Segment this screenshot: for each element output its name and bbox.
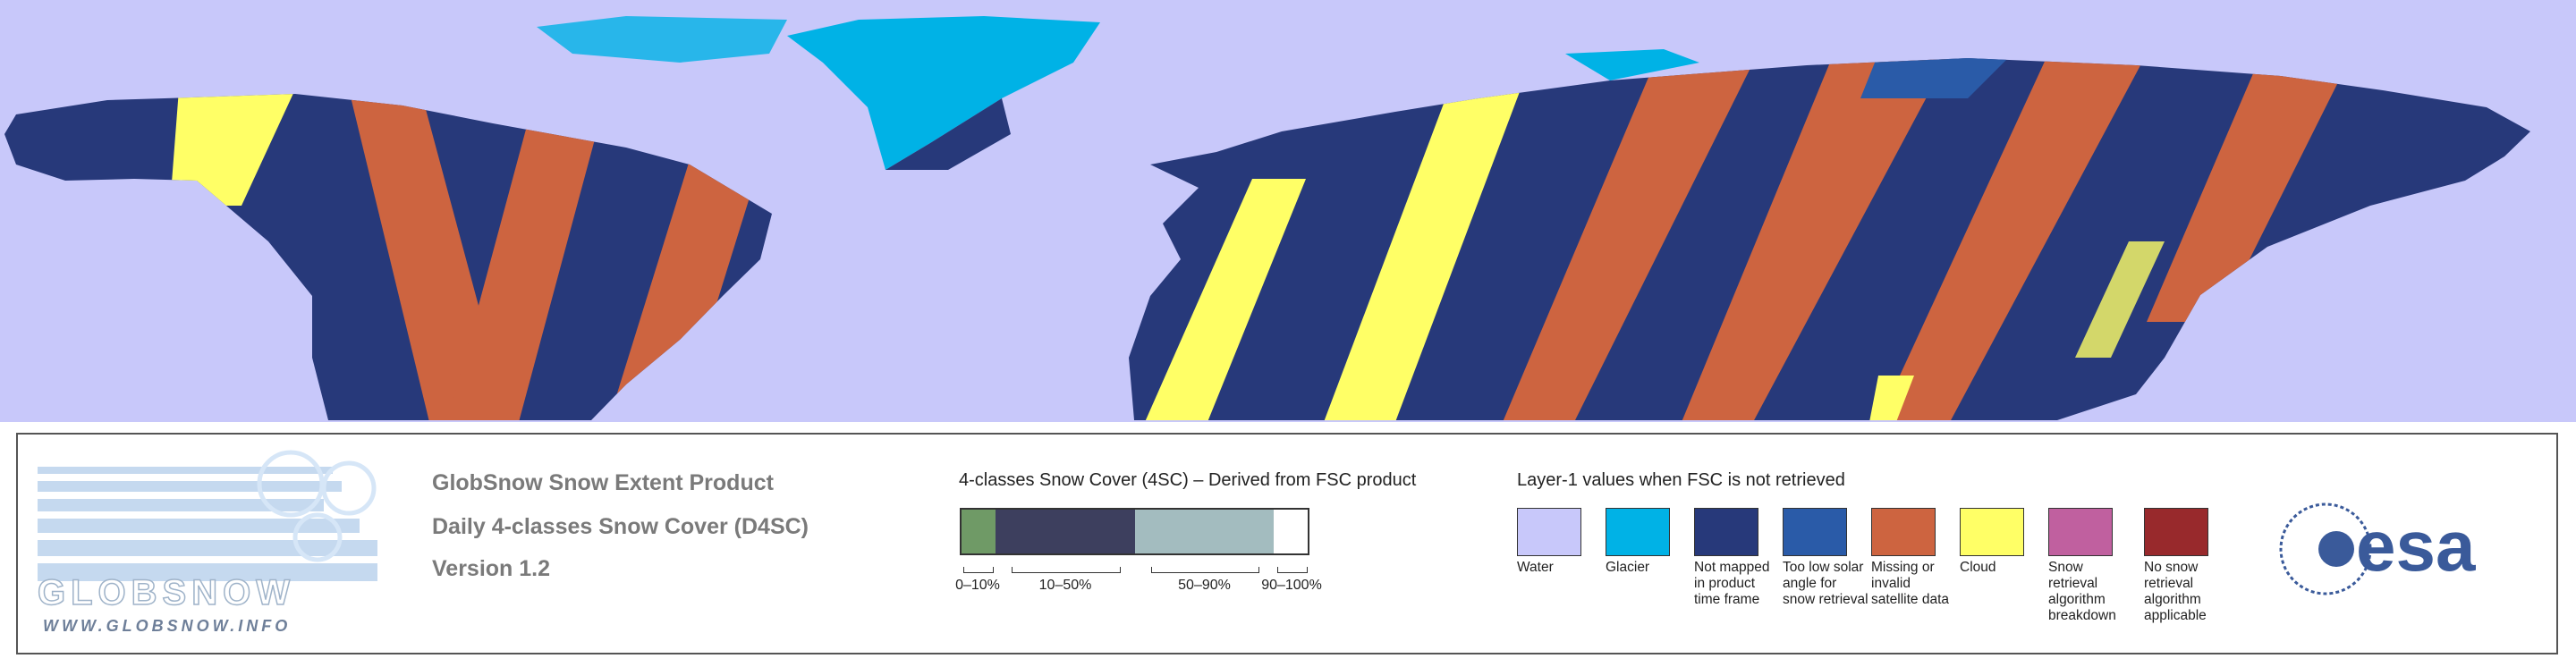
layer1-item: Missing or invalid satellite data — [1871, 508, 1957, 608]
layer1-item: Snow retrieval algorithm breakdown — [2048, 508, 2134, 624]
logo-name: GLOBSNOW — [38, 573, 295, 612]
fsc-class-swatch — [1274, 508, 1309, 555]
layer1-label: Too low solar angle for snow retrieval — [1783, 560, 1868, 607]
fsc-class-label: 10–50% — [1038, 578, 1092, 593]
layer1-title: Layer-1 values when FSC is not retrieved — [1517, 470, 1845, 490]
low-sun — [1860, 58, 2012, 98]
fsc-title: 4-classes Snow Cover (4SC) – Derived fro… — [959, 470, 1417, 490]
layer1-swatch — [1960, 508, 2024, 556]
snow-map — [0, 0, 2576, 422]
missing-band — [608, 134, 769, 420]
layer1-label: Cloud — [1960, 560, 1996, 575]
missing-band — [1503, 63, 1753, 420]
layer1-item: No snow retrieval algorithm applicable — [2144, 508, 2230, 624]
fsc-bracket — [1151, 567, 1259, 573]
layer1-swatch — [2048, 508, 2113, 556]
fsc-bracket — [963, 567, 994, 573]
layer1-label: No snow retrieval algorithm applicable — [2144, 560, 2207, 623]
snowflakes — [257, 450, 377, 562]
fsc-class-label: 90–100% — [1261, 578, 1322, 593]
layer1-item: Water — [1517, 508, 1603, 576]
greenland-edge — [886, 98, 1011, 170]
layer1-label: Water — [1517, 560, 1554, 575]
layer1-swatch — [1517, 508, 1581, 556]
fsc-class-label: 50–90% — [1178, 578, 1231, 593]
layer1-swatch — [1606, 508, 1670, 556]
layer1-item: Not mapped in product time frame — [1694, 508, 1780, 608]
missing-band — [1878, 58, 2147, 420]
layer1-swatch — [1694, 508, 1758, 556]
header-line: Version 1.2 — [432, 556, 551, 581]
esa-text: esa — [2356, 506, 2476, 586]
logo-stripes — [38, 467, 377, 581]
missing-band — [2147, 72, 2343, 322]
layer1-item: Glacier — [1606, 508, 1691, 576]
header-line: GlobSnow Snow Extent Product — [432, 470, 774, 495]
logo-url: WWW.GLOBSNOW.INFO — [43, 617, 291, 635]
esa-dot — [2318, 531, 2354, 567]
fsc-class-swatch — [996, 508, 1135, 555]
legend-panel: GLOBSNOW WWW.GLOBSNOW.INFO GlobSnow Snow… — [16, 433, 2558, 654]
cloud-band — [1324, 89, 1521, 420]
cloud-band — [2075, 241, 2165, 358]
missing-band — [1682, 58, 1950, 420]
missing-band — [447, 89, 608, 420]
arctic-islands — [537, 16, 787, 63]
layer1-swatch — [1871, 508, 1936, 556]
svalbard — [1565, 49, 1699, 80]
layer1-swatch — [1783, 508, 1847, 556]
layer1-item: Too low solar angle for snow retrieval — [1783, 508, 1868, 608]
layer1-item: Cloud — [1960, 508, 2046, 576]
header-line: Daily 4-classes Snow Cover (D4SC) — [432, 514, 809, 539]
fsc-class-swatch — [960, 508, 996, 555]
layer1-label: Glacier — [1606, 560, 1650, 575]
layer1-label: Snow retrieval algorithm breakdown — [2048, 560, 2116, 623]
cloud-band — [1869, 376, 1914, 420]
cloud-band — [1145, 179, 1306, 420]
fsc-class-label: 0–10% — [955, 578, 1000, 593]
layer1-label: Not mapped in product time frame — [1694, 560, 1770, 607]
fsc-bracket — [1277, 567, 1308, 573]
layer1-label: Missing or invalid satellite data — [1871, 560, 1950, 607]
esa-globe — [2279, 502, 2372, 595]
greenland — [787, 16, 1100, 170]
esa-logo: esa — [2279, 502, 2476, 595]
fsc-class-swatch — [1135, 508, 1274, 555]
globsnow-logo: GLOBSNOW WWW.GLOBSNOW.INFO — [37, 450, 377, 635]
fsc-bracket — [1012, 567, 1121, 573]
layer1-swatch — [2144, 508, 2208, 556]
cloud-band — [170, 89, 295, 206]
land — [4, 58, 2530, 420]
